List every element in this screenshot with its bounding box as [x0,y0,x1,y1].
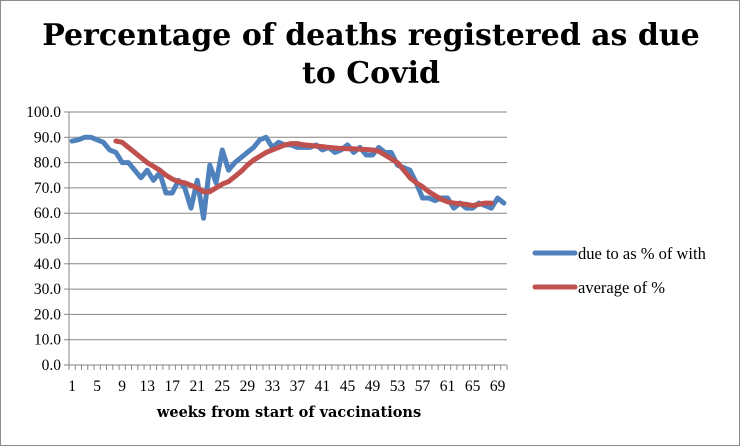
legend-label-1: due to as % of with [578,244,707,263]
legend: due to as % of with average of % [532,244,707,297]
y-tick-label: 10.0 [34,332,61,349]
x-tick-label: 5 [93,378,101,395]
x-tick-label: 33 [265,378,281,395]
y-tick-label: 40.0 [34,256,61,273]
chart-title-line-1: Percentage of deaths registered as due [42,18,700,53]
y-axis-tick-labels: 0.0 10.0 20.0 30.0 40.0 50.0 60.0 70.0 80.0 90.0 1… [26,104,61,374]
legend-label-2: average of % [578,278,665,297]
x-tick-label: 13 [139,378,155,395]
x-tick-label: 17 [164,378,180,395]
x-axis-label: weeks from start of vaccinations [156,404,421,421]
x-axis-tick-labels: 1 5 9 13 17 21 25 29 33 37 41 45 49 53 57 61 65 69 [68,378,505,395]
y-tick-label: 80.0 [34,155,61,172]
x-tick-label: 41 [315,378,331,395]
chart-title: Percentage of deaths registered as due t… [42,18,700,91]
x-tick-label: 1 [68,378,76,395]
x-tick-label: 25 [215,378,231,395]
data-series [69,134,507,221]
x-tick-label: 37 [290,378,306,395]
x-tick-label: 69 [490,378,506,395]
chart-title-line-2: to Covid [302,56,440,91]
axes [64,111,508,370]
y-tick-label: 30.0 [34,281,61,298]
y-tick-label: 20.0 [34,306,61,323]
x-tick-label: 9 [118,378,126,395]
x-tick-label: 61 [440,378,456,395]
x-tick-label: 21 [190,378,206,395]
gridlines [69,111,507,341]
y-tick-label: 0.0 [42,357,62,374]
x-tick-label: 53 [390,378,406,395]
y-tick-label: 60.0 [34,205,61,222]
x-tick-label: 57 [415,378,431,395]
x-tick-label: 45 [340,378,356,395]
y-tick-label: 90.0 [34,129,61,146]
x-tick-label: 65 [465,378,481,395]
x-tick-label: 49 [365,378,381,395]
series-line-1 [69,134,507,221]
y-tick-label: 50.0 [34,231,61,248]
series-line-2 [113,138,494,209]
x-tick-label: 29 [240,378,256,395]
y-tick-label: 70.0 [34,180,61,197]
y-tick-label: 100.0 [26,104,61,121]
